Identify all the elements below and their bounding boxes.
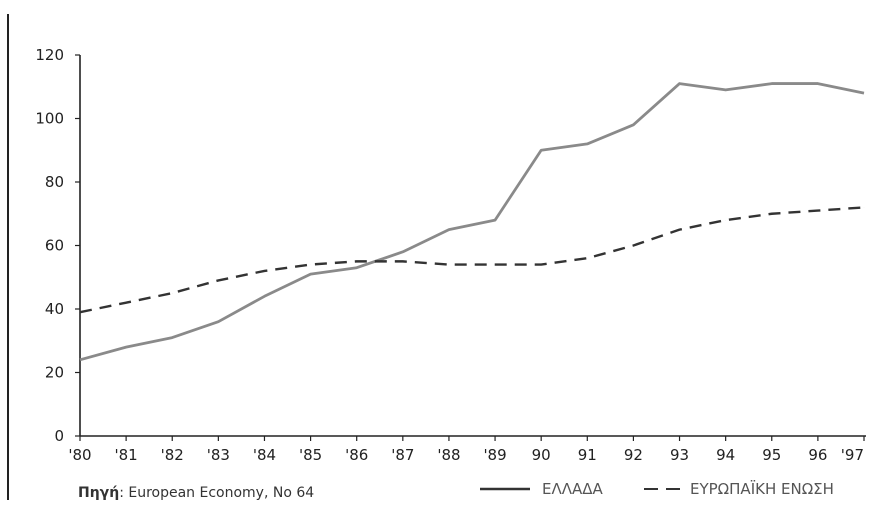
series-lines [79,82,865,362]
x-tick-labels: '80 '81 '82 '83 '84 '85 '86 '87 '88 '89 90 91 92 93 94… [68,436,865,464]
x-tick-label: '80 [68,446,91,464]
x-tick-label: '88 [437,446,460,464]
legend: ΕΛΛΑΔΑ ΕΥΡΩΠΑΪΚΗ ΕΝΩΣΗ [480,479,834,498]
source-text: : European Economy, No 64 [119,485,314,501]
x-tick-label: '89 [483,446,506,464]
y-tick-labels: 0 20 40 60 80 100 120 [35,46,80,445]
series-line-eu [79,206,865,314]
x-tick-label: '87 [391,446,414,464]
x-tick-label: 95 [762,446,781,464]
x-tick-label: 90 [532,446,551,464]
y-tick-label: 40 [45,300,64,318]
x-tick-label: '83 [207,446,230,464]
legend-label-greece: ΕΛΛΑΔΑ [542,480,604,498]
x-tick-label: '97 [841,446,864,464]
legend-label-eu: ΕΥΡΩΠΑΪΚΗ ΕΝΩΣΗ [690,479,834,498]
x-tick-label: 92 [624,446,643,464]
x-tick-label: 94 [716,446,735,464]
x-tick-label: 93 [670,446,689,464]
source-label: Πηγή [78,485,119,501]
x-tick-label: '85 [299,446,322,464]
y-tick-label: 20 [45,364,64,382]
y-tick-label: 120 [35,46,64,64]
y-tick-label: 100 [35,110,64,128]
x-tick-label: 96 [808,446,827,464]
y-tick-label: 60 [45,237,64,255]
source-note: Πηγή: European Economy, No 64 [78,485,314,501]
x-tick-label: '81 [115,446,138,464]
x-tick-label: '82 [161,446,184,464]
x-tick-label: '84 [253,446,276,464]
y-tick-label: 0 [54,427,64,445]
x-tick-label: 91 [578,446,597,464]
x-tick-label: '86 [345,446,368,464]
series-line-greece [79,82,865,362]
y-tick-label: 80 [45,173,64,191]
